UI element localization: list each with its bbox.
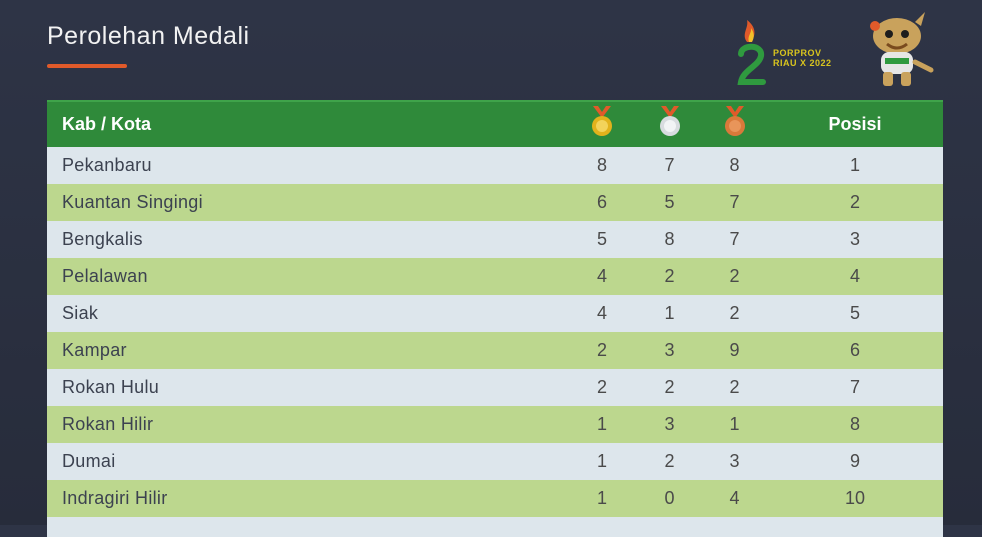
gold-count: 2 bbox=[596, 340, 607, 360]
logo-text-line1: PORPROV bbox=[773, 48, 822, 58]
gold-medal-icon bbox=[589, 106, 615, 138]
gold-count: 2 bbox=[596, 377, 607, 397]
silver-count: 2 bbox=[664, 377, 675, 397]
gold-count: 6 bbox=[596, 192, 607, 212]
table-row: Indragiri Hilir 1 0 4 10 bbox=[47, 480, 943, 517]
silver-count: 2 bbox=[664, 451, 675, 471]
position: 1 bbox=[849, 155, 860, 175]
table-row: Rokan Hilir 1 3 1 8 bbox=[47, 406, 943, 443]
bronze-count: 3 bbox=[729, 451, 740, 471]
position: 7 bbox=[849, 377, 860, 397]
gold-count: 5 bbox=[596, 229, 607, 249]
column-header-region: Kab / Kota bbox=[62, 114, 152, 134]
silver-count: 2 bbox=[664, 266, 675, 286]
page-title: Perolehan Medali bbox=[47, 22, 250, 50]
position: 3 bbox=[849, 229, 860, 249]
position: 8 bbox=[849, 414, 860, 434]
gold-count: 1 bbox=[596, 488, 607, 508]
bronze-count: 8 bbox=[729, 155, 740, 175]
table-row: Siak 4 1 2 5 bbox=[47, 295, 943, 332]
region-name: Kuantan Singingi bbox=[62, 192, 203, 212]
region-name: Siak bbox=[62, 303, 99, 323]
column-header-silver bbox=[637, 106, 702, 143]
table-row: Rokan Hulu 2 2 2 7 bbox=[47, 369, 943, 406]
table-row: Dumai 1 2 3 9 bbox=[47, 443, 943, 480]
table-body: Pekanbaru 8 7 8 1 Kuantan Singingi 6 5 7… bbox=[47, 147, 943, 517]
table-row: Bengkalis 5 8 7 3 bbox=[47, 221, 943, 258]
position: 4 bbox=[849, 266, 860, 286]
column-header-bronze bbox=[702, 106, 767, 143]
column-header-position: Posisi bbox=[828, 114, 882, 134]
bronze-count: 7 bbox=[729, 229, 740, 249]
silver-medal-icon bbox=[657, 106, 683, 138]
table-row: Pelalawan 4 2 2 4 bbox=[47, 258, 943, 295]
gold-count: 8 bbox=[596, 155, 607, 175]
region-name: Pekanbaru bbox=[62, 155, 152, 175]
logo-graphic bbox=[737, 12, 934, 86]
region-name: Indragiri Hilir bbox=[62, 488, 168, 508]
silver-count: 8 bbox=[664, 229, 675, 249]
bronze-count: 7 bbox=[729, 192, 740, 212]
silver-count: 3 bbox=[664, 414, 675, 434]
region-name: Bengkalis bbox=[62, 229, 143, 249]
region-name: Kampar bbox=[62, 340, 127, 360]
gold-count: 1 bbox=[596, 451, 607, 471]
position: 10 bbox=[844, 488, 866, 508]
table-row: Kampar 2 3 9 6 bbox=[47, 332, 943, 369]
title-underline bbox=[47, 64, 127, 68]
table-row: Kuantan Singingi 6 5 7 2 bbox=[47, 184, 943, 221]
logo-text-line2: RIAU X 2022 bbox=[773, 58, 832, 68]
bronze-count: 2 bbox=[729, 266, 740, 286]
porprov-logo: PORPROV RIAU X 2022 bbox=[735, 8, 935, 90]
position: 5 bbox=[849, 303, 860, 323]
silver-count: 1 bbox=[664, 303, 675, 323]
silver-count: 3 bbox=[664, 340, 675, 360]
column-header-gold bbox=[567, 106, 637, 143]
logo-text: PORPROV RIAU X 2022 bbox=[773, 48, 832, 68]
bronze-count: 1 bbox=[729, 414, 740, 434]
table-header: Kab / Kota bbox=[47, 100, 943, 147]
gold-count: 4 bbox=[596, 303, 607, 323]
region-name: Rokan Hulu bbox=[62, 377, 160, 397]
table-row: Pekanbaru 8 7 8 1 bbox=[47, 147, 943, 184]
position: 9 bbox=[849, 451, 860, 471]
gold-count: 1 bbox=[596, 414, 607, 434]
region-name: Rokan Hilir bbox=[62, 414, 154, 434]
gold-count: 4 bbox=[596, 266, 607, 286]
silver-count: 7 bbox=[664, 155, 675, 175]
bronze-count: 9 bbox=[729, 340, 740, 360]
silver-count: 5 bbox=[664, 192, 675, 212]
region-name: Pelalawan bbox=[62, 266, 148, 286]
medal-table: Kab / Kota bbox=[47, 100, 943, 537]
bronze-count: 4 bbox=[729, 488, 740, 508]
bronze-count: 2 bbox=[729, 377, 740, 397]
silver-count: 0 bbox=[664, 488, 675, 508]
bronze-count: 2 bbox=[729, 303, 740, 323]
region-name: Dumai bbox=[62, 451, 116, 471]
bronze-medal-icon bbox=[722, 106, 748, 138]
position: 2 bbox=[849, 192, 860, 212]
position: 6 bbox=[849, 340, 860, 360]
table-row-partial bbox=[47, 517, 943, 537]
